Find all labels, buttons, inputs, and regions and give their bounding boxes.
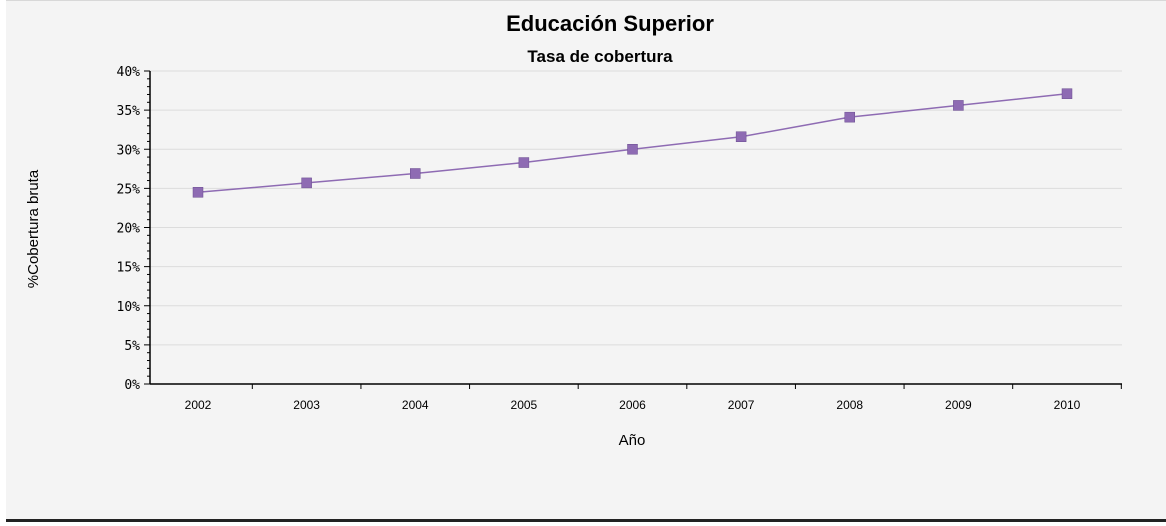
- x-tick-label: 2003: [293, 398, 320, 412]
- chart-subtitle: Tasa de cobertura: [527, 47, 673, 66]
- y-tick-label: 10%: [117, 300, 141, 315]
- chart-title: Educación Superior: [506, 11, 714, 36]
- y-tick-label: 5%: [124, 339, 140, 354]
- y-tick-label: 15%: [117, 261, 141, 276]
- y-tick-label: 30%: [117, 143, 141, 158]
- data-point-marker: [192, 187, 204, 198]
- x-axis-label: Año: [619, 432, 646, 449]
- x-tick-label: 2007: [728, 398, 755, 412]
- y-tick-labels: 0% 5% 10% 15% 20% 25% 30% 35% 40%: [117, 65, 141, 393]
- y-tick-label: 20%: [117, 222, 141, 237]
- data-point-marker: [953, 100, 964, 111]
- x-tick-label: 2004: [402, 398, 429, 412]
- x-tick-label: 2010: [1054, 398, 1081, 412]
- data-point-marker: [627, 144, 638, 155]
- chart-panel: Educación Superior Tasa de cobertura 0% 5…: [6, 0, 1166, 522]
- axes: [144, 70, 1122, 389]
- x-tick-label: 2002: [185, 398, 212, 412]
- y-tick-label: 35%: [117, 104, 141, 119]
- y-tick-label: 40%: [117, 65, 141, 80]
- grid-lines: [150, 70, 1122, 346]
- y-axis-label: %Cobertura bruta: [25, 169, 42, 288]
- x-tick-label: 2005: [511, 398, 538, 412]
- y-tick-label: 0%: [124, 378, 140, 393]
- series-line: [197, 92, 1068, 194]
- x-tick-labels: 2002 2003 2004 2005 2006 2007 2008 2009 2010: [185, 398, 1081, 412]
- y-tick-label: 25%: [117, 182, 141, 197]
- series-layer: [192, 88, 1073, 198]
- data-point-marker: [1061, 88, 1073, 99]
- data-point-marker: [735, 131, 747, 142]
- data-point-marker: [844, 111, 855, 123]
- data-point-marker: [301, 177, 312, 189]
- x-tick-label: 2006: [619, 398, 646, 412]
- data-point-marker: [410, 168, 421, 179]
- x-tick-label: 2008: [836, 398, 863, 412]
- line-chart: Educación Superior Tasa de cobertura 0% 5…: [25, 11, 1122, 449]
- data-point-marker: [518, 157, 530, 168]
- x-tick-label: 2009: [945, 398, 972, 412]
